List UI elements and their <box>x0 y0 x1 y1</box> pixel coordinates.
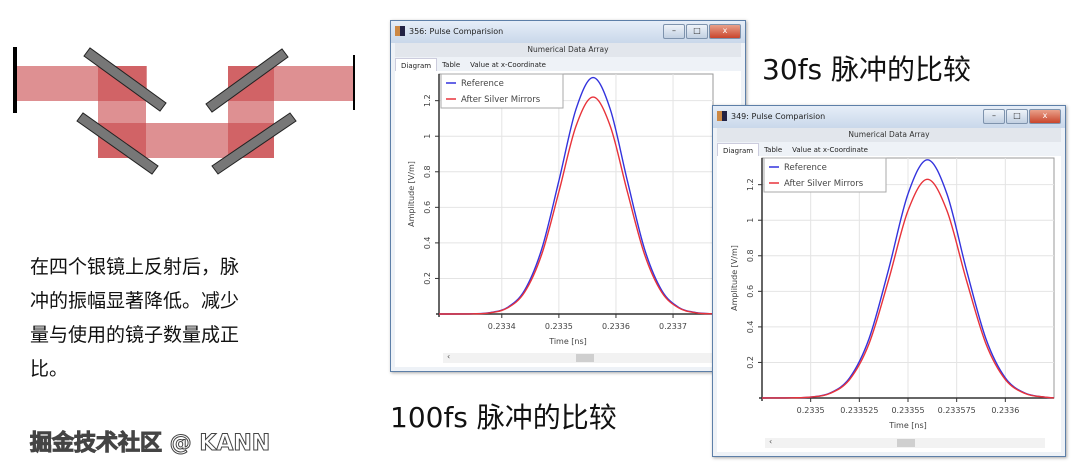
horizontal-scrollbar[interactable]: ‹ <box>443 352 725 363</box>
legend: Reference After Silver Mirrors <box>763 157 887 193</box>
legend-label: Reference <box>461 79 504 89</box>
x-tick-label: 0.233525 <box>840 406 878 415</box>
silver-mirror-beam-diagram <box>13 47 355 175</box>
y-tick-label: 0.2 <box>423 272 432 285</box>
app-icon <box>395 26 405 36</box>
minimize-button[interactable]: – <box>983 109 1005 124</box>
description-text: 在四个银镜上反射后，脉 冲的振幅显著降低。减少 量与使用的镜子数量成正 比。 <box>30 250 330 386</box>
title-bar[interactable]: 349: Pulse Comparision – □ x <box>713 106 1065 128</box>
x-tick-label: 0.23355 <box>891 406 924 415</box>
description-line: 量与使用的镜子数量成正 <box>30 324 240 346</box>
pulse-chart: 0.2 0.4 0.6 0.8 1 1.2 0.2335 0.233525 0.23355 0.2… <box>730 157 1055 430</box>
plot-area <box>438 73 714 315</box>
subtitle-bar: Numerical Data Array <box>395 43 741 57</box>
x-tick-label: 0.2336 <box>991 406 1019 415</box>
tab-diagram[interactable]: Diagram <box>395 58 438 73</box>
scroll-left-arrow[interactable]: ‹ <box>769 437 773 446</box>
mirror-bottom-right <box>211 112 297 175</box>
y-axis-label: Amplitude [V/m] <box>730 245 739 311</box>
tab-value-at-x-coordinate[interactable]: Value at x-Coordinate <box>792 146 868 154</box>
maximize-button[interactable]: □ <box>1006 109 1028 124</box>
legend-box <box>440 73 564 109</box>
series-line-after-silver-mirrors <box>438 96 714 315</box>
x-axis-label: Time [ns] <box>548 337 587 346</box>
scroll-thumb[interactable] <box>575 354 594 362</box>
x-axis-label: Time [ns] <box>888 421 927 430</box>
x-tick-label: 0.2336 <box>602 322 630 331</box>
app-icon <box>717 111 727 121</box>
tab-diagram[interactable]: Diagram <box>717 143 760 158</box>
y-tick-label: 1 <box>746 218 755 223</box>
x-tick-label: 0.2335 <box>797 406 825 415</box>
source-plate <box>13 47 17 113</box>
mirror-top-left <box>83 47 167 112</box>
close-button[interactable]: x <box>1029 109 1061 124</box>
legend-label: After Silver Mirrors <box>461 95 541 105</box>
series-line-after-silver-mirrors <box>761 178 1055 399</box>
y-tick-label: 0.4 <box>423 237 432 250</box>
description-line: 比。 <box>30 358 69 380</box>
y-tick-label: 0.8 <box>423 165 432 178</box>
mirror-bottom-left <box>76 112 159 175</box>
description-line: 冲的振幅显著降低。减少 <box>30 290 240 312</box>
tab-bar: Diagram Table Value at x-Coordinate <box>717 143 873 158</box>
x-tick-label: 0.2335 <box>545 322 573 331</box>
y-tick-label: 0.2 <box>746 356 755 369</box>
caption-30fs: 30fs 脉冲的比较 <box>762 53 971 86</box>
horizontal-scrollbar[interactable]: ‹ <box>765 437 1045 448</box>
y-tick-label: 1.2 <box>746 178 755 191</box>
legend: Reference After Silver Mirrors <box>440 73 564 109</box>
window-title: 349: Pulse Comparision <box>731 112 826 121</box>
maximize-button[interactable]: □ <box>686 24 708 39</box>
mirror-top-right <box>205 48 289 113</box>
pulse-comparison-window-30fs[interactable]: 349: Pulse Comparision – □ x Numerical D… <box>712 105 1066 457</box>
x-tick-label: 0.2337 <box>659 322 687 331</box>
x-tick-label: 0.2334 <box>488 322 516 331</box>
window-title: 356: Pulse Comparision <box>409 27 504 36</box>
scroll-left-arrow[interactable]: ‹ <box>447 352 451 361</box>
minimize-button[interactable]: – <box>663 24 685 39</box>
subtitle-bar: Numerical Data Array <box>717 128 1061 142</box>
close-button[interactable]: x <box>709 24 741 39</box>
y-tick-label: 1.2 <box>423 94 432 107</box>
title-bar[interactable]: 356: Pulse Comparision – □ x <box>391 21 745 43</box>
pulse-chart: 0.2 0.4 0.6 0.8 1 1.2 0.2334 0.2335 0.2336 0.2337… <box>407 73 714 346</box>
y-tick-label: 1 <box>423 134 432 139</box>
pulse-comparison-window-100fs[interactable]: 356: Pulse Comparision – □ x Numerical D… <box>390 20 746 372</box>
tab-table[interactable]: Table <box>764 146 783 154</box>
legend-box <box>763 157 887 193</box>
x-tick-label: 0.233575 <box>938 406 976 415</box>
scroll-thumb[interactable] <box>896 439 915 447</box>
y-tick-label: 0.8 <box>746 249 755 262</box>
description-line: 在四个银镜上反射后，脉 <box>30 256 240 278</box>
y-tick-label: 0.6 <box>423 201 432 214</box>
y-tick-label: 0.6 <box>746 285 755 298</box>
tab-value-at-x-coordinate[interactable]: Value at x-Coordinate <box>470 61 546 69</box>
legend-label: Reference <box>784 163 827 173</box>
detector-plate <box>353 55 355 110</box>
legend-label: After Silver Mirrors <box>784 179 864 189</box>
tab-table[interactable]: Table <box>442 61 461 69</box>
caption-100fs: 100fs 脉冲的比较 <box>390 401 617 434</box>
watermark: 掘金技术社区 @ KANN <box>29 431 271 457</box>
tab-bar: Diagram Table Value at x-Coordinate <box>395 58 551 73</box>
y-tick-label: 0.4 <box>746 321 755 334</box>
y-axis-label: Amplitude [V/m] <box>407 161 416 227</box>
